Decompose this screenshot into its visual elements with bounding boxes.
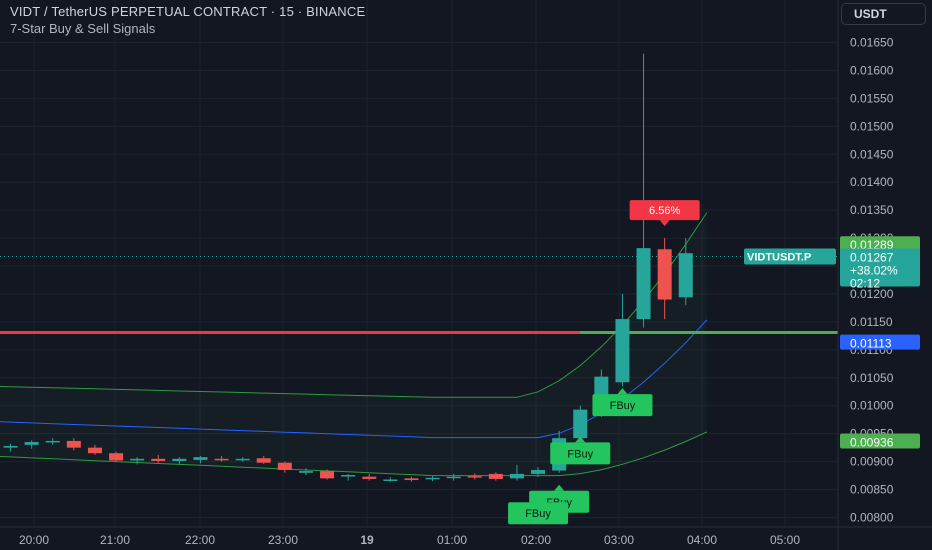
y-tick-label: 0.01450 — [850, 147, 894, 161]
y-tick-label: 0.00900 — [850, 455, 894, 469]
candle-body — [172, 458, 187, 462]
candle-body — [214, 458, 229, 461]
svg-text:+38.02%: +38.02% — [850, 264, 898, 278]
x-tick-label: 05:00 — [770, 533, 800, 547]
svg-text:VIDTUSDT.P: VIDTUSDT.P — [747, 252, 811, 264]
y-tick-label: 0.01650 — [850, 36, 894, 50]
x-tick-label: 20:00 — [19, 533, 49, 547]
y-tick-label: 0.01050 — [850, 371, 894, 385]
y-tick-label: 0.01400 — [850, 175, 894, 189]
candle-body — [404, 478, 419, 481]
svg-text:0.00936: 0.00936 — [850, 435, 894, 449]
candle-body — [320, 471, 335, 479]
candle-body — [130, 458, 145, 461]
band-fill — [0, 212, 707, 476]
candle-body — [362, 476, 377, 479]
x-tick-label: 01:00 — [437, 533, 467, 547]
buy-signal-label: FBuy — [550, 436, 611, 465]
y-tick-label: 0.01150 — [850, 315, 893, 329]
basis-price-tag: 0.01113 — [840, 334, 920, 351]
svg-text:FBuy: FBuy — [610, 400, 636, 412]
lower-band-price-tag: 0.00936 — [840, 433, 920, 449]
y-tick-label: 0.01600 — [850, 63, 894, 77]
y-tick-label: 0.00850 — [850, 483, 894, 497]
svg-text:FBuy: FBuy — [567, 448, 593, 460]
indicator-title[interactable]: 7-Star Buy & Sell Signals — [10, 21, 156, 36]
candle-body — [383, 479, 398, 481]
candle-body — [425, 477, 440, 480]
svg-text:0.01267: 0.01267 — [850, 251, 894, 265]
candle-body — [446, 476, 461, 479]
candle-body — [66, 440, 81, 448]
sell-signal-label: 6.56% — [629, 200, 700, 227]
candle-body — [615, 319, 630, 383]
candle-body — [45, 440, 60, 443]
y-tick-label: 0.01000 — [850, 399, 894, 413]
candle-body — [87, 447, 102, 454]
current-price-tag: 0.01267+38.02%02:12 — [840, 248, 920, 291]
candle-body — [636, 248, 651, 320]
candle-body — [3, 445, 18, 448]
upper-band-line — [0, 212, 708, 398]
candle-body — [657, 249, 672, 300]
chart-legend: VIDT / TetherUS PERPETUAL CONTRACT · 15 … — [10, 4, 365, 36]
candle-body — [509, 473, 524, 479]
candle-body — [277, 462, 292, 470]
candle-body — [193, 457, 208, 460]
buy-signal-label: FBuy — [592, 388, 653, 417]
candle-body — [488, 473, 503, 479]
time-axis — [0, 527, 932, 550]
x-tick-label: 21:00 — [100, 533, 130, 547]
candle-body — [235, 458, 250, 461]
buy-signal-label: FBuy — [508, 496, 569, 525]
candle-body — [467, 476, 482, 478]
y-tick-label: 0.00800 — [850, 510, 894, 524]
x-tick-label: 23:00 — [268, 533, 298, 547]
svg-text:0.01113: 0.01113 — [850, 337, 892, 351]
candle-body — [531, 469, 546, 474]
symbol-price-tag: VIDTUSDT.P — [744, 248, 836, 265]
candle-body — [151, 458, 166, 462]
symbol-title[interactable]: VIDT / TetherUS PERPETUAL CONTRACT · 15 … — [10, 4, 366, 19]
candle-body — [256, 458, 271, 463]
svg-text:FBuy: FBuy — [525, 508, 551, 520]
x-tick-label: 02:00 — [521, 533, 551, 547]
candle-body — [24, 442, 39, 445]
svg-text:6.56%: 6.56% — [649, 205, 680, 217]
x-tick-label: 04:00 — [687, 533, 717, 547]
y-tick-label: 0.01550 — [850, 91, 894, 105]
x-tick-label: 22:00 — [185, 533, 215, 547]
candle-body — [109, 453, 124, 461]
y-tick-label: 0.01500 — [850, 119, 894, 133]
x-tick-label: 19 — [360, 533, 374, 547]
svg-text:02:12: 02:12 — [850, 277, 880, 291]
candle-body — [298, 471, 313, 473]
candle-body — [573, 409, 588, 439]
x-tick-label: 03:00 — [604, 533, 634, 547]
currency-button[interactable]: USDT — [841, 3, 926, 25]
y-tick-label: 0.01200 — [850, 287, 894, 301]
candle-body — [341, 475, 356, 477]
lower-band-line — [0, 431, 708, 477]
candle-body — [678, 253, 693, 298]
y-tick-label: 0.01350 — [850, 203, 894, 217]
basis-line — [0, 319, 708, 439]
